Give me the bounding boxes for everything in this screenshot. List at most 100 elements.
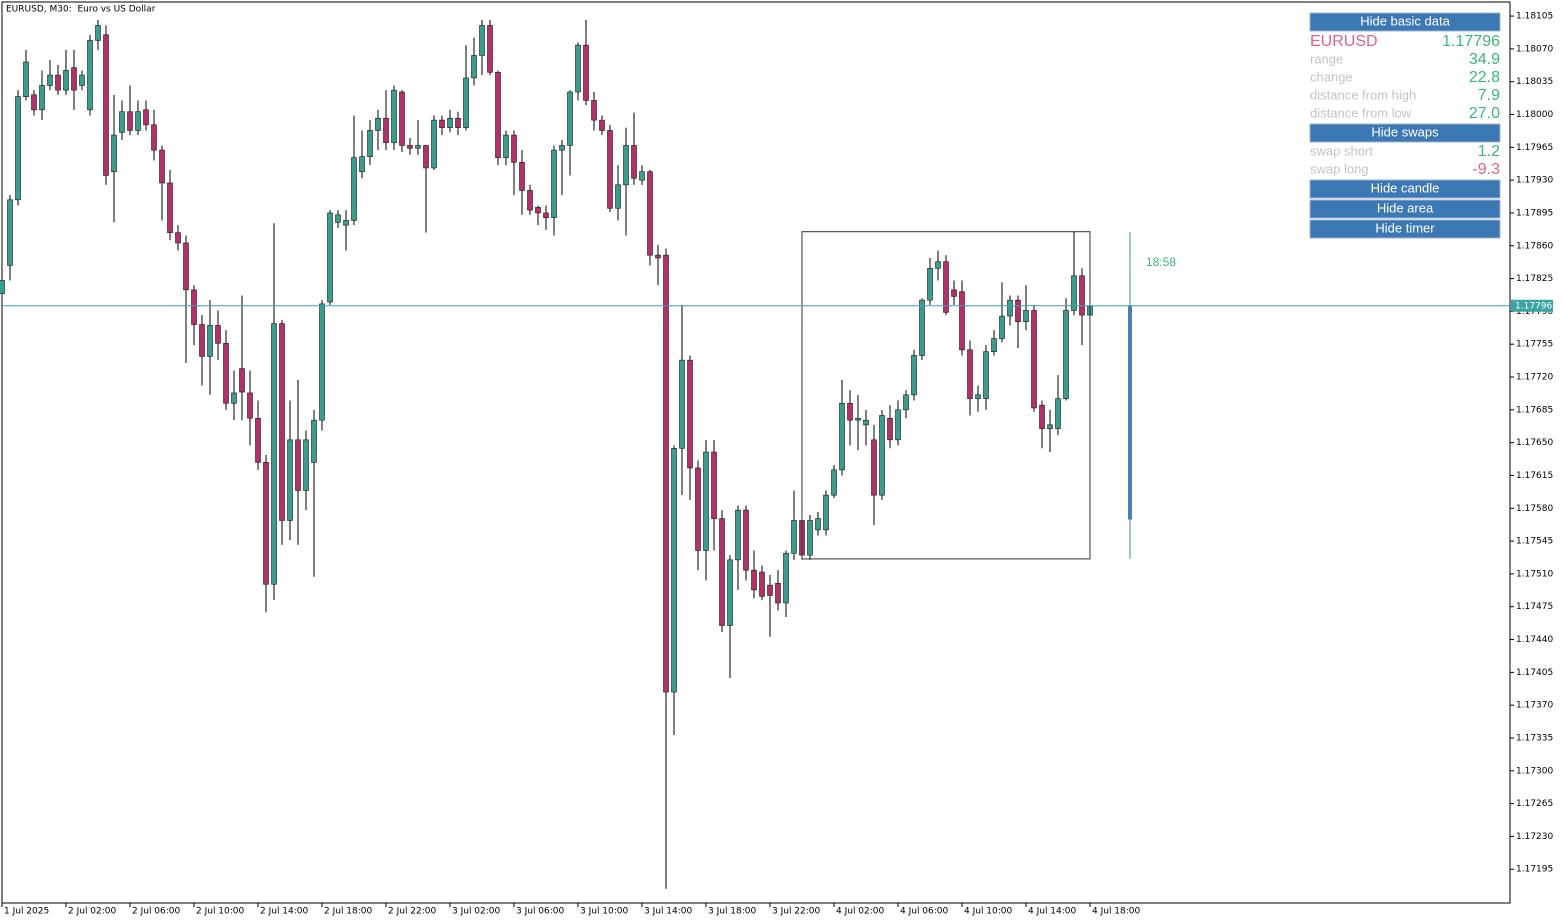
candle-body [303,439,309,491]
stat-label: range [1310,51,1343,66]
candle-body [1055,398,1061,429]
y-tick-label: 1.17615 [1516,471,1553,481]
x-tick-label: 2 Jul 14:00 [260,907,309,917]
candle-body [375,117,381,131]
y-tick-label: 1.17405 [1516,668,1553,678]
candle-body [927,267,933,301]
candle-body [263,462,269,585]
swap-value: -9.3 [1472,161,1500,178]
candle-body [727,559,733,626]
candle-body [423,145,429,169]
x-tick-label: 2 Jul 18:00 [324,907,373,917]
range-area [801,231,1091,560]
button-label[interactable]: Hide timer [1375,220,1435,235]
button[interactable] [1309,219,1501,239]
candle-body [159,149,165,184]
candle-body [447,117,453,128]
candle-body [551,149,557,218]
y-tick-label: 1.17265 [1516,799,1553,809]
candle-body [207,325,213,357]
button-label[interactable]: Hide basic data [1360,13,1450,28]
candle-body [311,419,317,463]
candle-body [743,509,749,571]
stat-value: 27.0 [1469,105,1500,122]
candle-body [575,44,581,93]
candle-body [471,55,477,79]
candle-body [223,342,229,404]
candle-body [359,156,365,172]
x-tick-label: 1 Jul 2025 [4,907,49,917]
candle-body [775,582,781,604]
x-tick-label: 2 Jul 02:00 [68,907,117,917]
candle-body [839,402,845,471]
candle-body [831,469,837,496]
candle-body [695,467,701,551]
candle-body [583,44,589,101]
candle-body [655,254,661,259]
candle-body [343,220,349,226]
candle-body [351,157,357,221]
bid-label-bg [1511,299,1553,312]
candle-body [199,324,205,357]
candle-body [1015,299,1021,323]
candle-body [527,190,533,211]
x-tick-label: 2 Jul 10:00 [196,907,245,917]
candle-body [319,303,325,421]
candle-body [759,571,765,597]
candle-body [631,145,637,179]
candle-body [1071,275,1077,311]
x-tick-label: 3 Jul 22:00 [772,907,821,917]
candle-body [143,109,149,126]
candle-body [791,520,797,554]
y-tick-label: 1.18070 [1516,44,1553,54]
candle-body [919,299,925,356]
candle-body [519,162,525,191]
x-tick-label: 4 Jul 14:00 [1028,907,1077,917]
button-label[interactable]: Hide candle [1371,180,1440,195]
swap-label: swap short [1310,143,1373,158]
candle-body [911,355,917,396]
candle-body [647,171,653,256]
x-tick-label: 2 Jul 06:00 [132,907,181,917]
candle-body [1007,299,1013,317]
button[interactable] [1309,179,1501,199]
x-tick-label: 3 Jul 06:00 [516,907,565,917]
y-tick-label: 1.17755 [1516,340,1553,350]
candle-body [975,394,981,399]
candle-body [7,199,13,266]
x-tick-label: 4 Jul 02:00 [836,907,885,917]
swap-value: 1.2 [1478,143,1500,160]
candle-body [439,119,445,128]
candle-body [255,417,261,463]
y-tick-label: 1.17335 [1516,733,1553,743]
candle-body [959,291,965,351]
y-tick-label: 1.17965 [1516,143,1553,153]
stat-value: 7.9 [1478,87,1500,104]
candle-body [383,117,389,143]
y-tick-label: 1.17300 [1516,766,1553,776]
candle-body [711,451,717,519]
candle-body [879,415,885,496]
button[interactable] [1309,199,1501,219]
candle-body [751,569,757,591]
x-tick-label: 3 Jul 10:00 [580,907,629,917]
candle-body [279,323,285,521]
candle-body [247,392,253,419]
button[interactable] [1309,12,1501,32]
candle-body [79,74,85,86]
button-label[interactable]: Hide swaps [1371,124,1439,139]
button-label[interactable]: Hide area [1377,200,1434,215]
button[interactable] [1309,123,1501,143]
x-tick-label: 4 Jul 10:00 [964,907,1013,917]
price: 1.17796 [1442,33,1500,50]
candle-body [703,451,709,551]
candle-body [807,520,813,556]
candle-body [855,417,861,421]
candle-body [543,212,549,218]
candle-body [999,315,1005,339]
candle-body [183,242,189,291]
candle-body [687,359,693,469]
candle-body [679,359,685,449]
y-tick-label: 1.18035 [1516,77,1553,87]
